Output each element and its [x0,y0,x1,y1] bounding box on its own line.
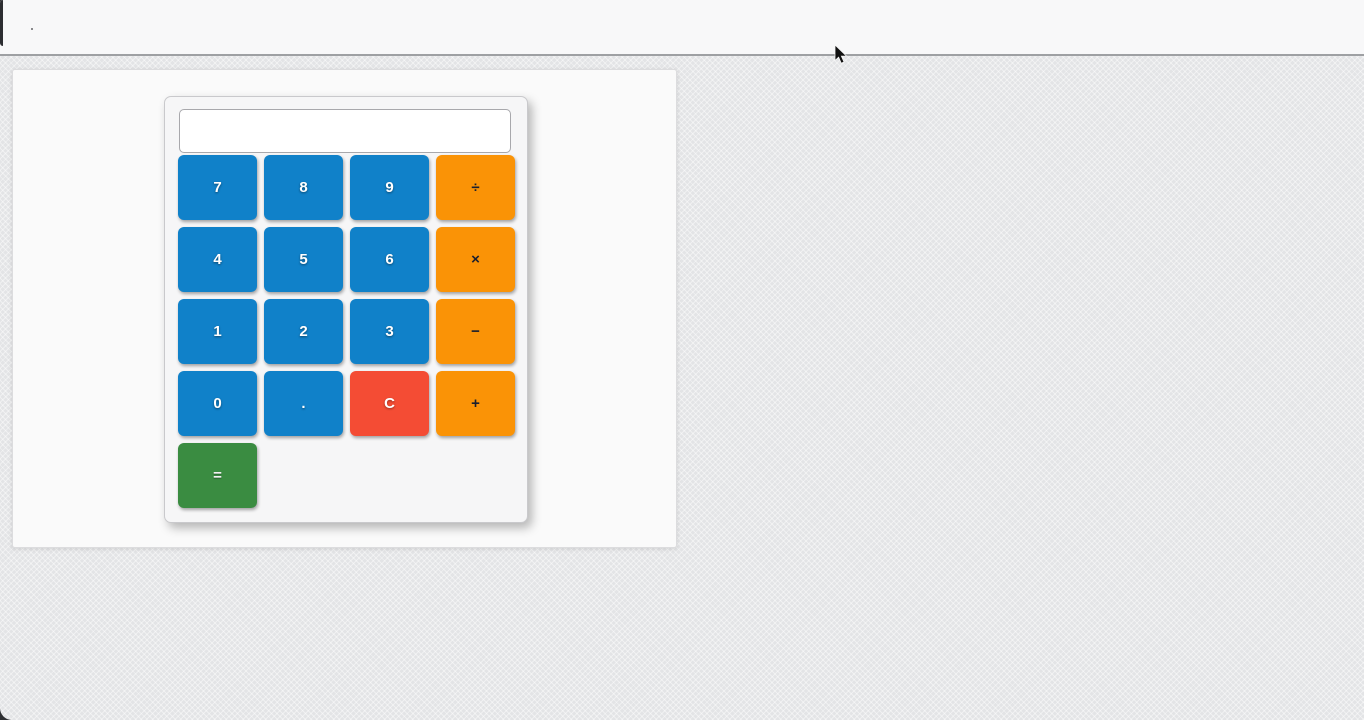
key-1[interactable]: 1 [178,299,257,364]
calculator-keypad: 7 8 9 ÷ 4 5 6 × 1 2 3 − 0 . C + = [178,155,515,508]
key-6[interactable]: 6 [350,227,429,292]
calculator-display[interactable] [179,109,511,153]
key-5[interactable]: 5 [264,227,343,292]
key-decimal[interactable]: . [264,371,343,436]
window-edge [0,0,3,46]
key-2[interactable]: 2 [264,299,343,364]
top-navbar [0,0,1364,56]
key-divide[interactable]: ÷ [436,155,515,220]
key-multiply[interactable]: × [436,227,515,292]
key-equals[interactable]: = [178,443,257,508]
key-3[interactable]: 3 [350,299,429,364]
key-4[interactable]: 4 [178,227,257,292]
key-9[interactable]: 9 [350,155,429,220]
key-8[interactable]: 8 [264,155,343,220]
key-minus[interactable]: − [436,299,515,364]
key-plus[interactable]: + [436,371,515,436]
calculator-card: 7 8 9 ÷ 4 5 6 × 1 2 3 − 0 . C + = [164,96,528,523]
key-0[interactable]: 0 [178,371,257,436]
key-clear[interactable]: C [350,371,429,436]
content-panel: 7 8 9 ÷ 4 5 6 × 1 2 3 − 0 . C + = [12,69,677,548]
menu-icon[interactable] [21,16,43,41]
key-7[interactable]: 7 [178,155,257,220]
